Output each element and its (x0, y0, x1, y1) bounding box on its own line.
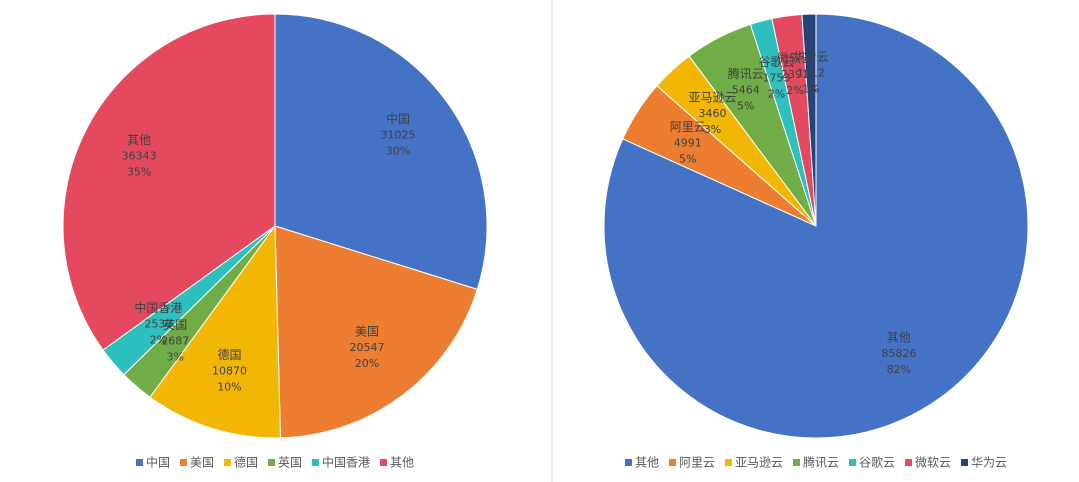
slice-category-label: 其他 (127, 133, 151, 147)
slice-percent-label: 30% (386, 145, 410, 158)
legend-swatch (849, 459, 857, 466)
slice-percent-label: 2% (786, 84, 803, 97)
legend-swatch (223, 459, 231, 466)
slice-percent-label: 82% (887, 363, 911, 376)
pie-slice (149, 224, 282, 439)
legend-swatch (179, 459, 187, 466)
legend-label: 其他 (390, 456, 414, 470)
legend-label: 亚马逊云 (735, 456, 783, 470)
slice-category-label: 英国 (163, 318, 187, 332)
slice-category-label: 腾讯云 (728, 66, 764, 81)
legend-swatch (312, 459, 320, 466)
pie-slice (274, 13, 488, 290)
slice-value-label: 1753 (762, 72, 790, 85)
slice-value-label: 20547 (349, 341, 384, 354)
slice-category-label: 谷歌云 (758, 54, 794, 69)
slice-value-label: 36343 (122, 149, 157, 162)
slice-category-label: 华为云 (793, 50, 829, 64)
slice-value-label: 5464 (732, 83, 760, 96)
legend-label: 华为云 (971, 456, 1007, 470)
slice-value-label: 3460 (699, 107, 727, 120)
legend-label: 英国 (278, 456, 302, 470)
legend-swatch (724, 459, 732, 466)
legend-label: 微软云 (915, 456, 951, 470)
pie-slice (62, 13, 276, 351)
slice-percent-label: 3% (704, 123, 721, 136)
pie-slice (274, 225, 478, 439)
slice-value-label: 2530 (144, 317, 172, 330)
slice-percent-label: 3% (167, 351, 184, 364)
slice-percent-label: 5% (737, 99, 754, 112)
slice-value-label: 31025 (381, 129, 416, 142)
legend-label: 谷歌云 (859, 455, 895, 470)
legend-label: 其他 (635, 456, 659, 470)
legend-swatch (792, 459, 800, 466)
slice-value-label: 2687 (161, 335, 189, 348)
slice-value-label: 2391 (781, 68, 809, 81)
legend-label: 腾讯云 (803, 455, 839, 470)
slice-percent-label: 2% (768, 88, 785, 101)
legend-swatch (380, 459, 388, 466)
slice-percent-label: 5% (679, 152, 696, 165)
slice-category-label: 德国 (218, 347, 242, 362)
legend-swatch (624, 459, 632, 466)
slice-category-label: 中国香港 (134, 300, 182, 315)
legend-label: 美国 (190, 456, 214, 470)
slice-value-label: 4991 (674, 136, 702, 149)
slice-value-label: 85826 (881, 347, 916, 360)
legend-swatch (268, 459, 275, 466)
legend-label: 中国香港 (322, 455, 370, 470)
slice-category-label: 阿里云 (670, 120, 706, 134)
slice-percent-label: 1% (802, 82, 819, 95)
slice-category-label: 中国 (386, 111, 410, 126)
legend-label: 中国 (146, 455, 170, 470)
slice-value-label: 1112 (797, 66, 825, 79)
legend: 中国 美国 德国 英国 中国香港 其他 (135, 455, 414, 470)
legend-swatch (135, 459, 143, 466)
slice-category-label: 亚马逊云 (689, 90, 737, 104)
slice-category-label: 其他 (887, 331, 911, 345)
slice-category-label: 美国 (355, 324, 379, 338)
legend-label: 德国 (234, 455, 258, 470)
legend-swatch (961, 459, 969, 466)
slice-percent-label: 35% (127, 165, 151, 178)
slice-value-label: 10870 (212, 365, 247, 378)
slice-percent-label: 2% (150, 333, 167, 346)
slice-percent-label: 10% (217, 381, 241, 394)
legend: 其他 阿里云 亚马逊云 腾讯云 谷歌云 微软云 华为云 (624, 455, 1007, 470)
slice-category-label: 微软云 (777, 51, 813, 65)
legend-label: 阿里云 (679, 456, 715, 470)
legend-swatch (668, 459, 676, 466)
pie-slice (801, 13, 817, 227)
slice-percent-label: 20% (355, 357, 379, 370)
legend-swatch (905, 459, 913, 466)
